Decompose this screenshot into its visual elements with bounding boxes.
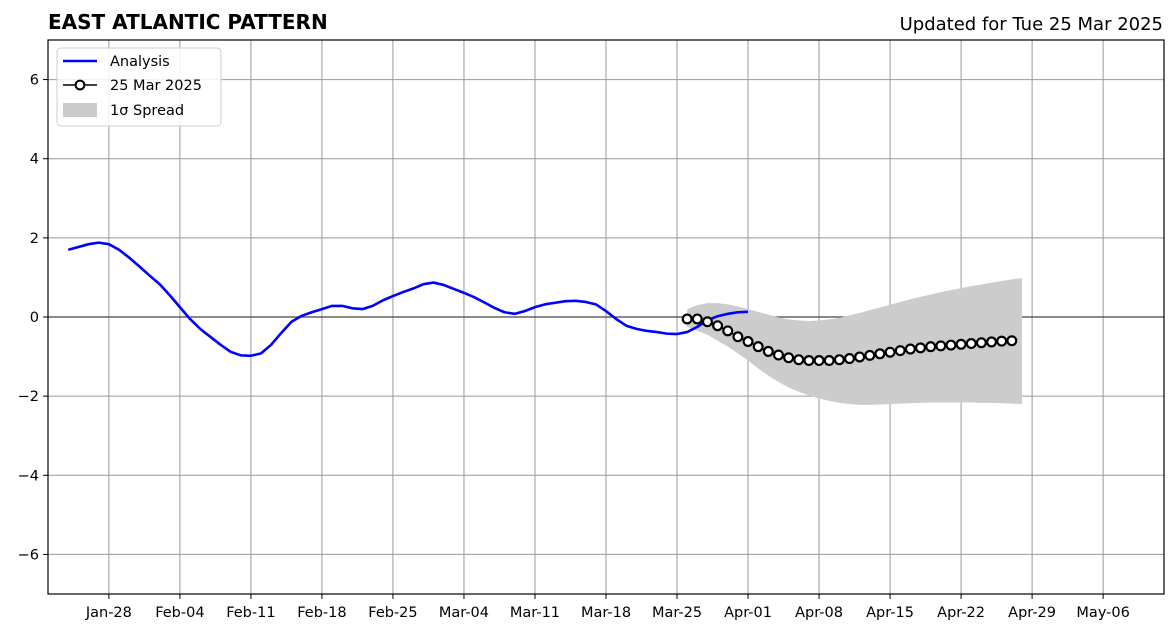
chart-subtitle: Updated for Tue 25 Mar 2025: [900, 14, 1163, 35]
forecast-point: [823, 355, 835, 367]
legend-label-forecast: 25 Mar 2025: [110, 78, 202, 94]
legend-box: [56, 47, 222, 127]
forecast-point: [1006, 335, 1018, 347]
forecast-point: [935, 340, 947, 352]
x-tick-label: Apr-08: [795, 605, 843, 621]
forecast-point: [722, 325, 734, 337]
forecast-point: [742, 336, 754, 348]
y-tick-label: −6: [18, 547, 39, 563]
y-tick-label: −2: [18, 389, 39, 405]
forecast-point: [681, 313, 693, 325]
forecast-point: [732, 331, 744, 343]
forecast-point: [783, 352, 795, 364]
axes: Jan-28 Feb-04 Feb-11 Feb-18 Feb-25 Mar-04 Mar-…: [18, 39, 1165, 621]
forecast-point: [945, 339, 957, 351]
forecast-point: [874, 348, 886, 360]
forecast-point: [904, 343, 916, 355]
legend: Analysis 25 Mar 2025 1σ Spread: [56, 47, 222, 127]
forecast-point: [803, 355, 815, 367]
x-tick-label: Feb-04: [155, 605, 204, 621]
forecast-point: [712, 320, 724, 332]
forecast-point: [843, 353, 855, 365]
spread-area: [687, 278, 1022, 405]
x-tick-label: Feb-25: [368, 605, 417, 621]
forecast-point: [813, 355, 825, 367]
x-tick-label: Apr-29: [1008, 605, 1056, 621]
forecast-point: [762, 345, 774, 357]
y-tick-label: 2: [30, 231, 39, 247]
forecast-point: [793, 354, 805, 366]
x-tick-label: Apr-15: [866, 605, 914, 621]
forecast-point: [986, 336, 998, 348]
forecast-point: [752, 341, 764, 353]
forecast-point: [691, 313, 703, 325]
chart-title: EAST ATLANTIC PATTERN: [48, 10, 328, 34]
x-tick-label: Feb-18: [297, 605, 346, 621]
forecast-point: [772, 349, 784, 361]
legend-label-analysis: Analysis: [110, 54, 170, 70]
legend-label-spread: 1σ Spread: [110, 103, 184, 119]
forecast-point: [965, 338, 977, 350]
x-tick-label: Mar-11: [510, 605, 560, 621]
forecast-point: [864, 349, 876, 361]
forecast-point: [955, 338, 967, 350]
y-tick-label: 6: [30, 73, 39, 89]
y-tick-label: 0: [30, 310, 39, 326]
legend-swatch-spread: [63, 103, 97, 117]
forecast-point: [701, 316, 713, 328]
series-line-analysis: [67, 241, 749, 358]
plot-frame: [47, 39, 1165, 595]
forecast-point: [975, 337, 987, 349]
x-tick-label: Feb-11: [226, 605, 275, 621]
forecast-point: [894, 345, 906, 357]
forecast-point: [884, 346, 896, 358]
y-tick-label: −4: [18, 468, 39, 484]
forecast-point: [833, 354, 845, 366]
x-tick-label: Apr-01: [724, 605, 772, 621]
legend-marker-forecast: [74, 79, 86, 91]
x-tick-label: Mar-25: [652, 605, 702, 621]
forecast-point: [925, 341, 937, 353]
forecast-point: [915, 342, 927, 354]
forecast-point: [996, 335, 1008, 347]
x-tick-label: Apr-22: [937, 605, 985, 621]
series-group: [67, 241, 1018, 367]
forecast-point: [854, 351, 866, 363]
spread-band: [687, 278, 1022, 405]
x-tick-label: Jan-28: [85, 605, 132, 621]
x-tick-label: Mar-18: [581, 605, 631, 621]
x-tick-label: May-06: [1076, 605, 1129, 621]
y-tick-label: 4: [30, 152, 39, 168]
x-tick-label: Mar-04: [439, 605, 489, 621]
